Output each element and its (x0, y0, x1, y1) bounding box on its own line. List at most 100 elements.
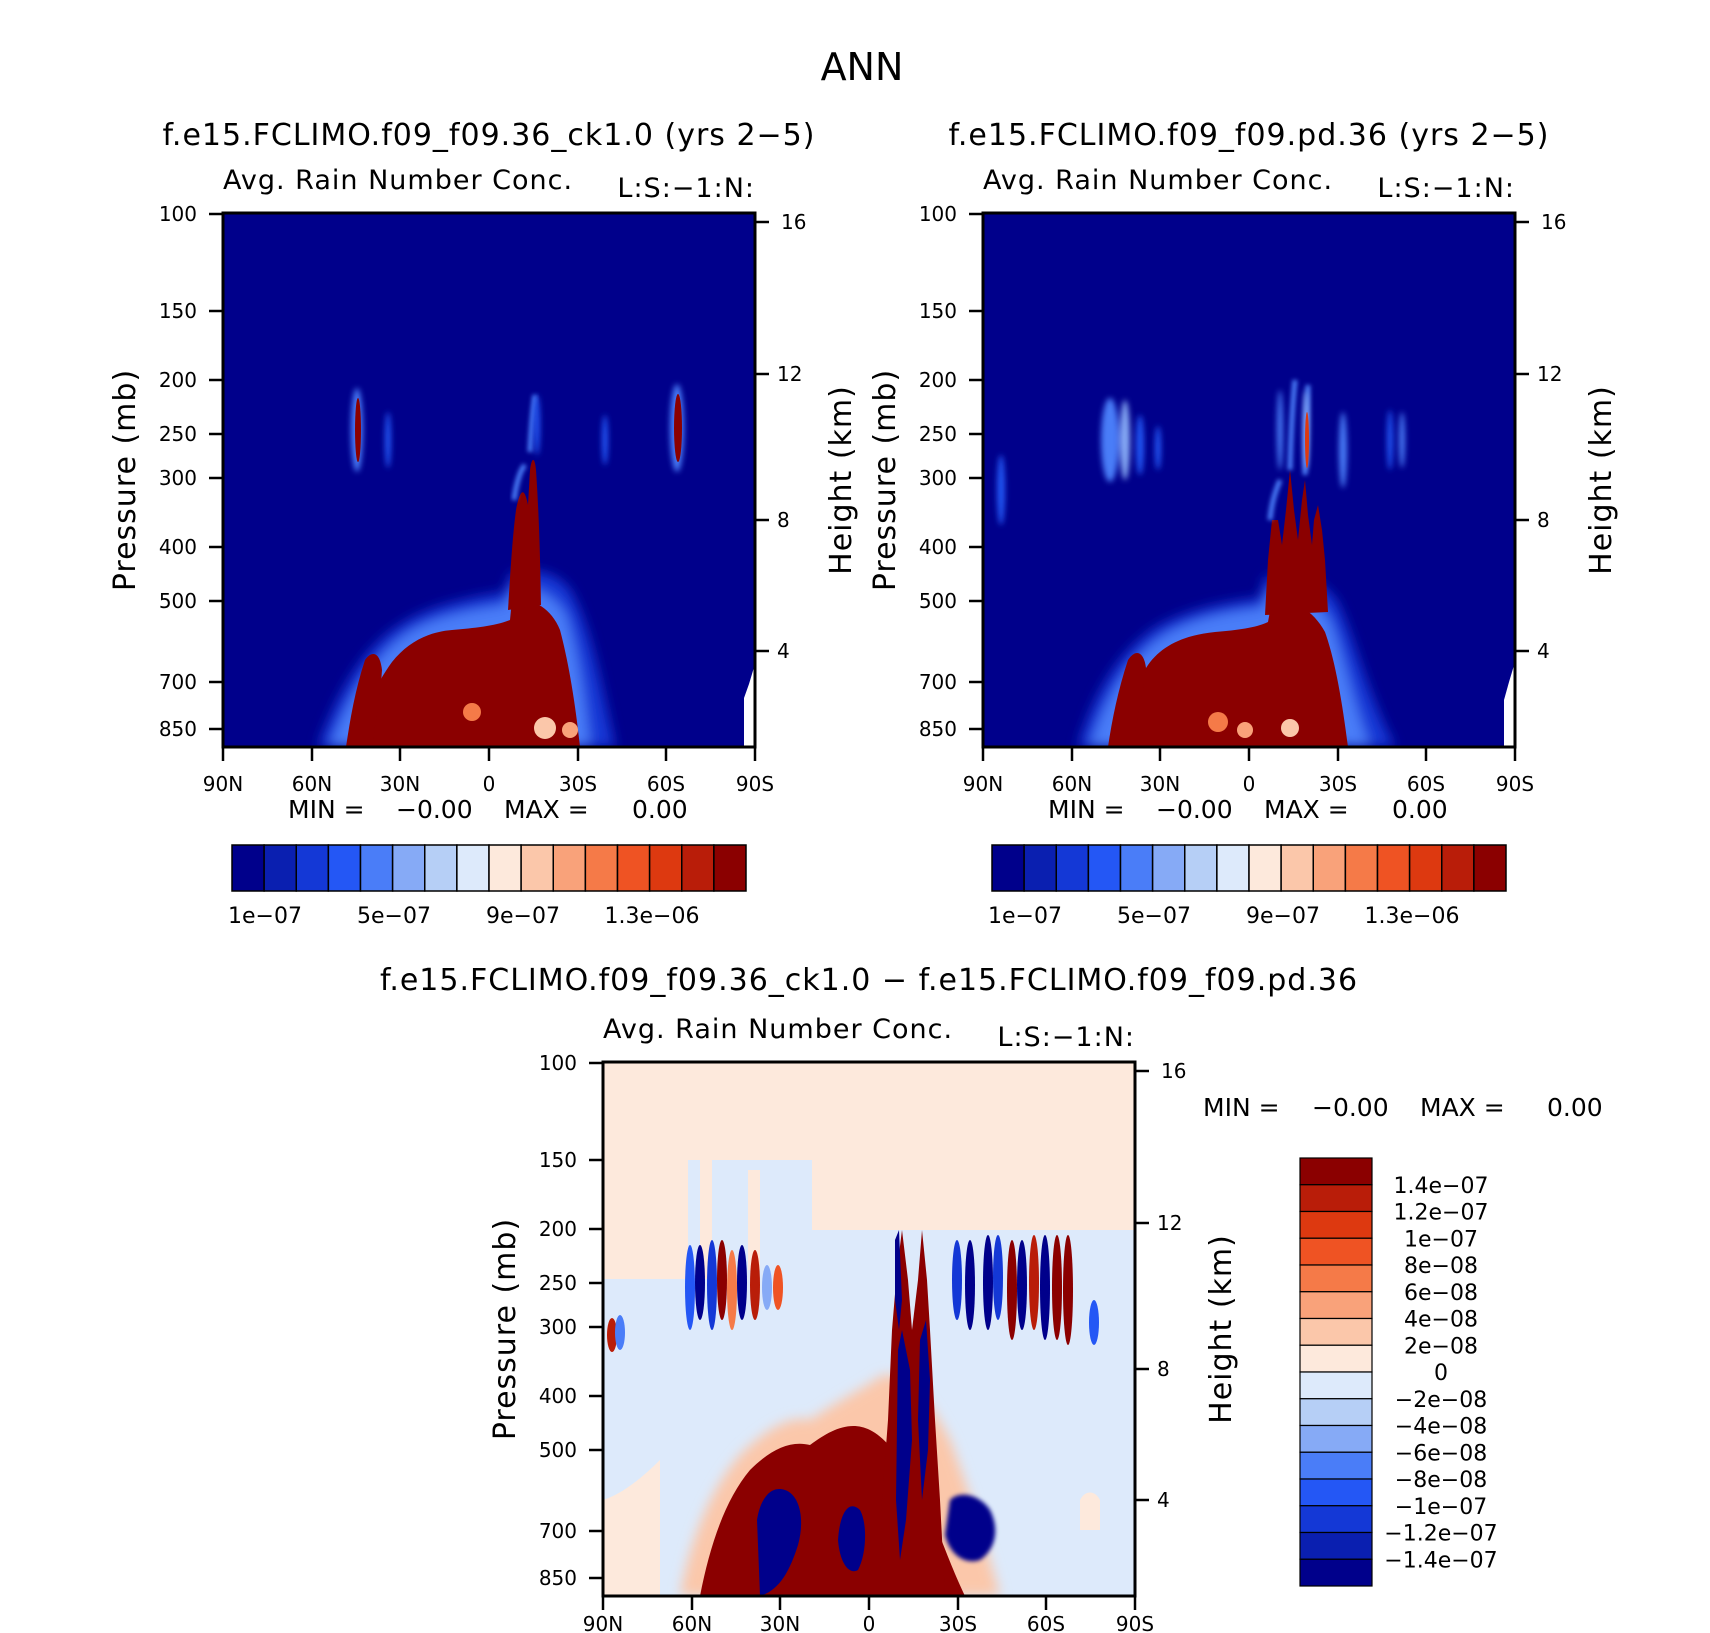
y-tick-label: 300 (539, 1315, 577, 1339)
colorbar-box (424, 844, 458, 892)
x-tick-label: 0 (863, 1612, 876, 1633)
colorbar-box (1344, 844, 1379, 892)
anomaly-stripe (1017, 1240, 1027, 1330)
min-value: −0.00 (1156, 795, 1233, 824)
colorbar-box (552, 844, 587, 892)
x-tick-label: 60N (1052, 772, 1092, 796)
anomaly-stripe (1040, 1235, 1050, 1340)
left-axis-ticks (209, 212, 223, 731)
x-tick-label: 90S (736, 772, 774, 796)
x-tick-label: 60S (647, 772, 685, 796)
colorbar-box (1299, 1424, 1373, 1453)
max-value: 0.00 (632, 795, 688, 824)
anomaly-stripe (615, 1315, 625, 1350)
colorbar-box (1299, 1237, 1373, 1266)
x-tick-label: 30S (1319, 772, 1357, 796)
y-tick-label: 400 (159, 535, 197, 559)
colorbar-box (1473, 844, 1507, 892)
panel-title: f.e15.FCLIMO.f09_f09.pd.36 (yrs 2−5) (949, 118, 1550, 153)
minmax-line: MIN = −0.00 MAX = 0.00 (1203, 1093, 1603, 1122)
panel-title: f.e15.FCLIMO.f09_f09.36_ck1.0 − f.e15.FC… (380, 963, 1358, 998)
colorbar-box (1376, 844, 1411, 892)
y-tick-labels: 100 150 200 250 300 400 500 700 850 (919, 202, 957, 741)
colorbar-labels: 1.4e−071.2e−071e−078e−086e−084e−082e−080… (1384, 1174, 1497, 1574)
y2-tick-label: 12 (777, 362, 802, 386)
panel-2: f.e15.FCLIMO.f09_f09.pd.36 (yrs 2−5) Avg… (868, 118, 1619, 929)
colorbar-label: −1e−07 (1395, 1495, 1487, 1520)
colorbar-box (391, 844, 426, 892)
anomaly-stripe (952, 1240, 962, 1320)
x-tick-label: 60S (1407, 772, 1445, 796)
max-label: MAX = (504, 795, 589, 824)
colorbar-box (1299, 1478, 1373, 1507)
x-tick-label: 90N (583, 1612, 623, 1633)
y2-axis-label: Height (km) (824, 385, 859, 575)
colorbar-box (1299, 1398, 1373, 1427)
anomaly-stripe (737, 1245, 747, 1320)
min-value: −0.00 (396, 795, 473, 824)
colorbar-box (1299, 1264, 1373, 1293)
y-tick-label: 200 (919, 368, 957, 392)
anomaly-stripe (1029, 1235, 1039, 1330)
colorbar-box (456, 844, 490, 892)
colorbar-box (1248, 844, 1282, 892)
colorbar-label: 1.3e−06 (605, 904, 700, 929)
variable-label: Avg. Rain Number Conc. (603, 1014, 953, 1045)
y-tick-label: 100 (539, 1051, 577, 1075)
variable-label: Avg. Rain Number Conc. (223, 165, 573, 196)
colorbar-label: 1e−07 (228, 904, 302, 929)
y-tick-label: 500 (919, 589, 957, 613)
y2-tick-label: 12 (1157, 1211, 1182, 1235)
y2-tick-label: 8 (777, 508, 790, 532)
anomaly-stripe (727, 1250, 737, 1330)
y2-tick-labels: 16 12 8 4 (1157, 1059, 1186, 1512)
y-tick-label: 250 (159, 422, 197, 446)
colorbar-boxes (991, 844, 1507, 892)
level-tag: L:S:−1:N: (617, 173, 755, 204)
min-label: MIN = (1203, 1093, 1280, 1122)
anomaly-stripe (607, 1318, 617, 1352)
colorbar-box (713, 844, 747, 892)
level-tag: L:S:−1:N: (997, 1022, 1135, 1053)
panel-1: f.e15.FCLIMO.f09_f09.36_ck1.0 (yrs 2−5) … (108, 118, 859, 929)
minmax-line: MIN = −0.00 MAX = 0.00 (288, 795, 688, 824)
x-tick-label: 30N (1140, 772, 1180, 796)
colorbar-box (1299, 1291, 1373, 1320)
anomaly-stripe (762, 1265, 772, 1310)
y-tick-label: 100 (159, 202, 197, 226)
contour-field (223, 213, 755, 747)
colorbar-boxes (1299, 1157, 1373, 1587)
y2-tick-label: 16 (1161, 1059, 1186, 1083)
left-axis-ticks (589, 1061, 603, 1580)
x-tick-labels: 90N 60N 30N 0 30S 60S 90S (583, 1612, 1154, 1633)
colorbar-label: 0 (1434, 1361, 1448, 1386)
colorbar-box (1055, 844, 1090, 892)
y-tick-label: 150 (919, 299, 957, 323)
right-axis-ticks (1135, 1069, 1149, 1502)
anomaly-stripe (1089, 1300, 1099, 1345)
colorbar-box (1441, 844, 1475, 892)
anomaly-stripe (707, 1240, 717, 1330)
y2-tick-label: 12 (1537, 362, 1562, 386)
colorbar-box (1408, 844, 1443, 892)
x-tick-labels: 90N 60N 30N 0 30S 60S 90S (203, 772, 774, 796)
y2-axis-label: Height (km) (1204, 1234, 1239, 1424)
colorbar-label: 9e−07 (486, 904, 560, 929)
min-value: −0.00 (1312, 1093, 1389, 1122)
anomaly-stripe (685, 1245, 695, 1330)
y2-tick-label: 16 (781, 210, 806, 234)
colorbar-label: 1.3e−06 (1365, 904, 1460, 929)
y-tick-label: 200 (539, 1217, 577, 1241)
colorbar-box (1216, 844, 1250, 892)
max-value: 0.00 (1547, 1093, 1603, 1122)
y-tick-label: 500 (159, 589, 197, 613)
level-tag: L:S:−1:N: (1377, 173, 1515, 204)
colorbar-label: −4e−08 (1395, 1415, 1487, 1440)
y2-tick-labels: 16 12 8 4 (777, 210, 806, 663)
minmax-line: MIN = −0.00 MAX = 0.00 (1048, 795, 1448, 824)
y2-tick-label: 8 (1157, 1357, 1170, 1381)
right-axis-ticks (1515, 220, 1529, 653)
bottom-axis-ticks (221, 747, 757, 761)
x-tick-label: 30S (559, 772, 597, 796)
